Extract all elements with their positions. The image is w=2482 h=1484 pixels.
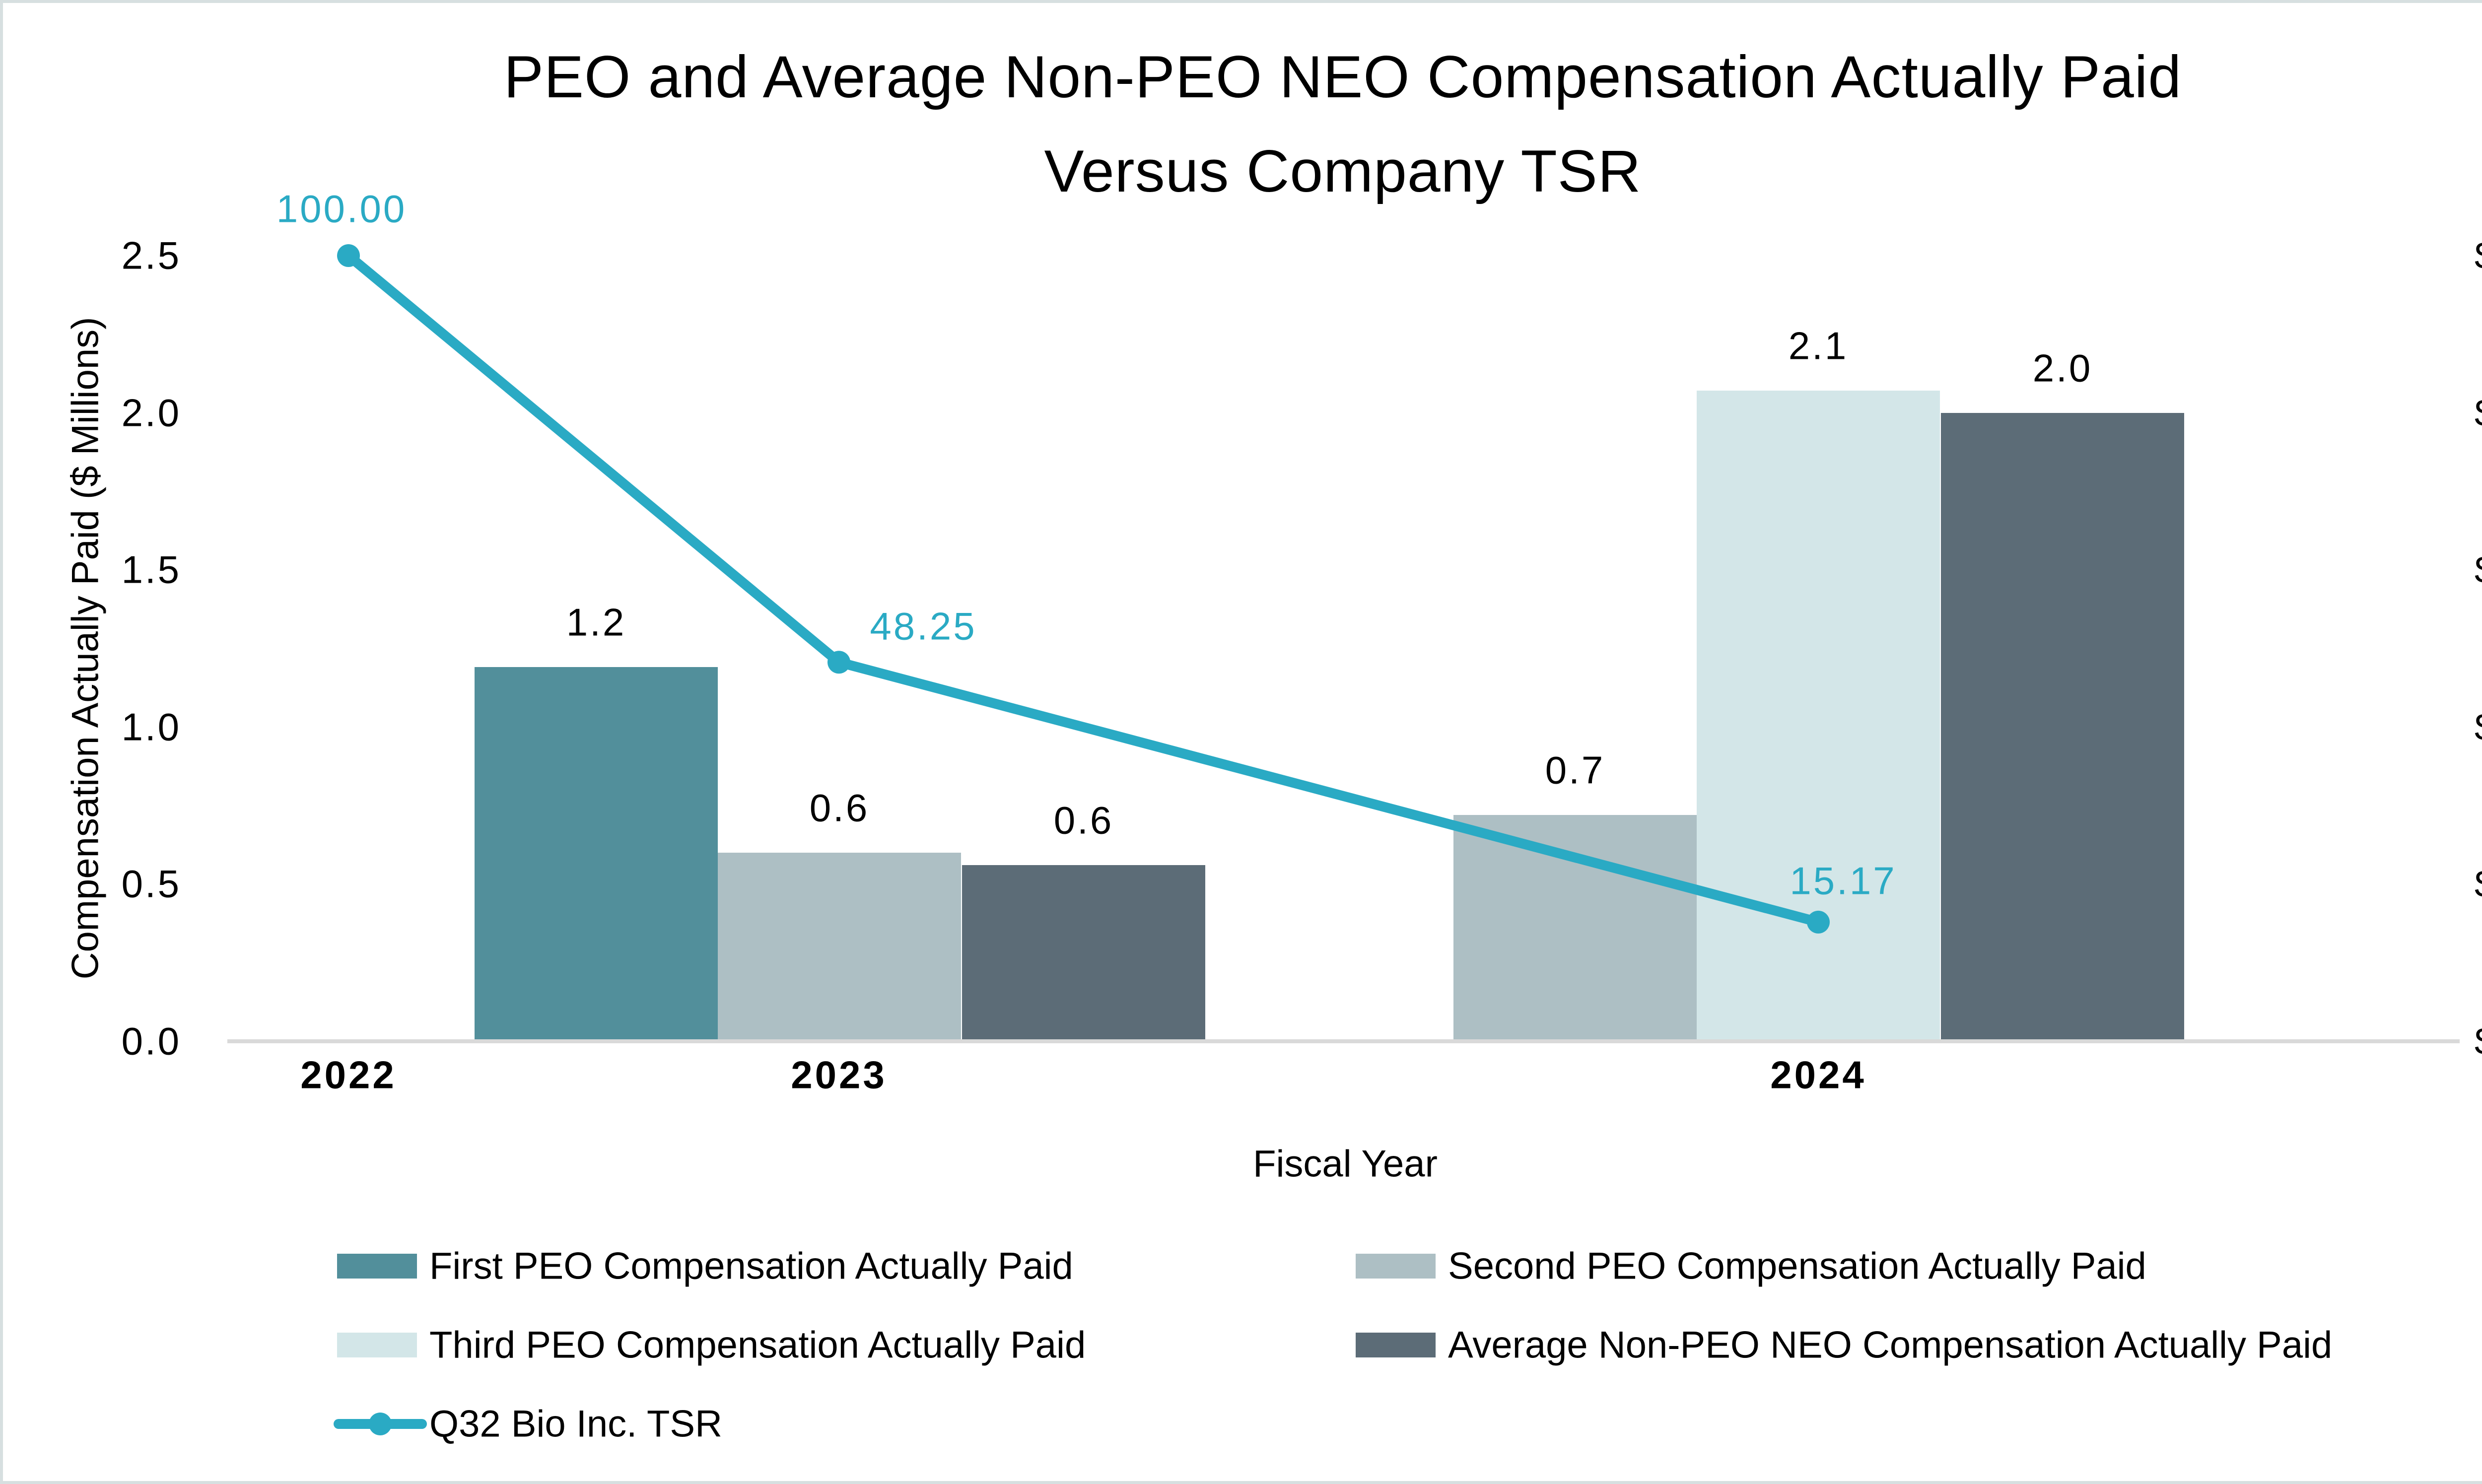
legend-label: First PEO Compensation Actually Paid xyxy=(429,1245,1073,1287)
tsr-value-label: 15.17 xyxy=(1790,859,1897,903)
right-axis-tick: $80 xyxy=(2475,390,2482,435)
left-axis-tick: 1.0 xyxy=(121,705,181,749)
left-axis-tick: 2.5 xyxy=(121,233,181,277)
legend-swatch-second-peo xyxy=(1356,1254,1436,1279)
legend-line-marker xyxy=(369,1413,392,1435)
left-axis-tick: 0.0 xyxy=(121,1019,181,1063)
left-axis-tick: 1.5 xyxy=(121,547,181,592)
bar-value-label: 2.0 xyxy=(2032,346,2093,390)
legend-label: Average Non-PEO NEO Compensation Actuall… xyxy=(1448,1324,2333,1366)
bar-third-peo xyxy=(1697,391,1940,1041)
legend-label: Second PEO Compensation Actually Paid xyxy=(1448,1245,2146,1287)
chart-title-line1: PEO and Average Non-PEO NEO Compensation… xyxy=(503,44,2182,110)
bar-average-non-peo xyxy=(962,865,1205,1041)
tsr-value-label: 100.00 xyxy=(276,187,407,231)
chart-title-line2: Versus Company TSR xyxy=(1044,138,1642,204)
bar-first-peo xyxy=(475,667,718,1041)
legend-swatch-third-peo xyxy=(337,1333,417,1357)
bar-value-label: 0.6 xyxy=(809,786,870,830)
x-category-label: 2022 xyxy=(300,1053,397,1097)
bar-value-label: 0.7 xyxy=(1545,748,1605,792)
right-axis-tick: $40 xyxy=(2475,704,2482,749)
x-category-label: 2024 xyxy=(1770,1053,1866,1097)
bar-average-non-peo xyxy=(1941,412,2184,1041)
tsr-marker xyxy=(827,651,850,674)
bar-value-label: 1.2 xyxy=(566,600,626,644)
left-axis-tick: 0.5 xyxy=(121,862,181,906)
legend-swatch-average-non-peo xyxy=(1356,1333,1436,1357)
x-axis-line xyxy=(227,1039,2460,1043)
legend-label: Third PEO Compensation Actually Paid xyxy=(429,1324,1086,1366)
bar-value-label: 0.6 xyxy=(1053,798,1114,842)
tsr-value-label: 48.25 xyxy=(870,604,977,648)
bar-value-label: 2.1 xyxy=(1788,324,1849,368)
left-axis-tick: 2.0 xyxy=(121,391,181,435)
legend-label: Q32 Bio Inc. TSR xyxy=(429,1403,722,1445)
right-axis-tick: $60 xyxy=(2475,547,2482,593)
bar-second-peo xyxy=(718,853,961,1041)
bar-second-peo xyxy=(1453,815,1697,1041)
right-axis-tick: $20 xyxy=(2475,862,2482,907)
right-axis-tick: $0 xyxy=(2475,1019,2482,1064)
x-category-label: 2023 xyxy=(791,1053,887,1097)
tsr-marker xyxy=(337,244,360,267)
left-axis-title: Compensation Actually Paid ($ Millions) xyxy=(64,317,107,980)
right-axis-tick: $100 xyxy=(2475,233,2482,278)
legend-swatch-first-peo xyxy=(337,1254,417,1279)
x-axis-title: Fiscal Year xyxy=(1253,1143,1438,1185)
